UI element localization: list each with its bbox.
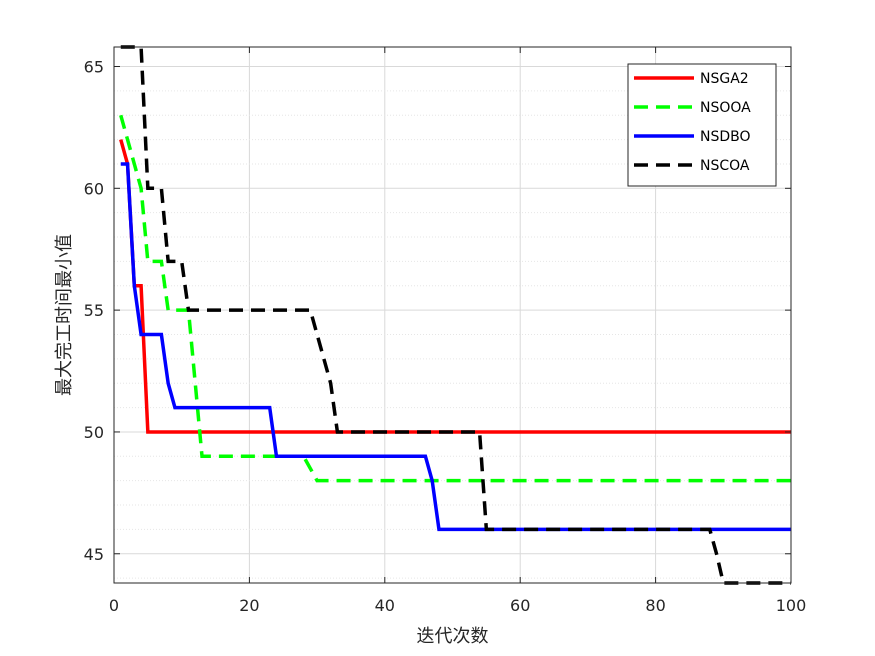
legend-label-nsdbo: NSDBO xyxy=(700,129,751,145)
legend-label-nsga2: NSGA2 xyxy=(700,71,749,87)
legend-label-nscoa: NSCOA xyxy=(700,158,750,174)
y-tick-label: 60 xyxy=(84,179,104,198)
x-tick-label: 0 xyxy=(109,596,119,615)
x-tick-label: 100 xyxy=(776,596,807,615)
axis-ticks: 0 20 40 60 80 100 45 50 55 60 65 xyxy=(84,47,807,615)
x-axis-label: 迭代次数 xyxy=(417,626,489,647)
y-tick-label: 50 xyxy=(84,423,104,442)
series-layer xyxy=(119,45,791,585)
x-tick-label: 40 xyxy=(375,596,395,615)
y-tick-label: 45 xyxy=(84,545,104,564)
y-tick-label: 55 xyxy=(84,301,104,320)
y-tick-label: 65 xyxy=(84,57,104,76)
x-tick-label: 20 xyxy=(239,596,259,615)
legend: NSGA2 NSOOA NSDBO NSCOA xyxy=(627,63,777,187)
plot-frame xyxy=(113,46,792,584)
series-line-nsdbo xyxy=(120,162,791,532)
legend-box xyxy=(627,63,777,187)
y-axis-label: 最大完工时间最小值 xyxy=(54,234,75,396)
legend-label-nsooa: NSOOA xyxy=(700,100,751,116)
x-tick-label: 60 xyxy=(510,596,530,615)
series-line-nsga2 xyxy=(119,139,791,434)
x-tick-label: 80 xyxy=(645,596,665,615)
